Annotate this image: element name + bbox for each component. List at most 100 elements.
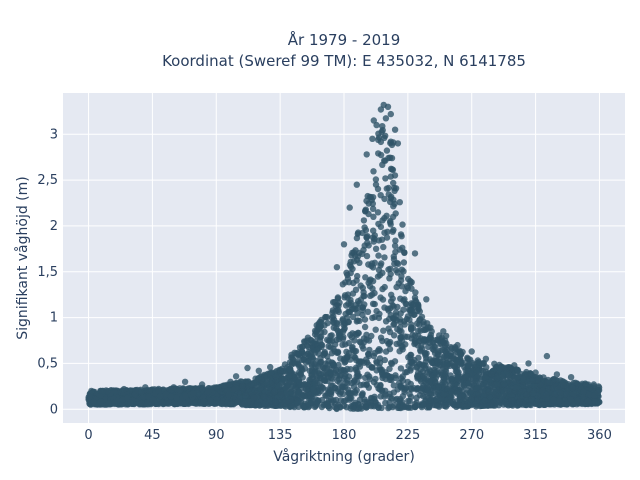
data-point	[354, 310, 361, 317]
data-point	[288, 361, 296, 368]
data-point	[350, 249, 358, 256]
data-point	[485, 388, 493, 396]
data-point	[525, 360, 532, 367]
data-point	[190, 390, 197, 397]
data-point	[193, 385, 200, 393]
data-point	[529, 377, 536, 384]
axis-ticks: 0 45 90 135 180 225 270 315 360 0 0,5 1 1,5 2 2,5 3	[37, 127, 612, 443]
data-point	[363, 331, 370, 338]
y-tick-label: 1	[50, 311, 58, 326]
chart-title-line2: Koordinat (Sweref 99 TM): E 435032, N 61…	[162, 52, 526, 70]
data-point	[173, 394, 180, 402]
data-point	[333, 336, 340, 344]
data-point	[365, 279, 372, 286]
data-point	[283, 390, 290, 397]
data-point	[534, 393, 542, 400]
data-point	[316, 334, 324, 341]
data-point	[347, 258, 354, 266]
data-point	[425, 403, 432, 410]
data-point	[342, 341, 349, 348]
data-point	[492, 391, 499, 398]
data-point	[352, 390, 359, 397]
data-point	[324, 390, 331, 397]
data-point	[289, 402, 297, 410]
data-point	[567, 374, 575, 381]
data-point	[431, 371, 438, 378]
data-point	[330, 345, 337, 352]
data-point	[387, 305, 394, 312]
data-point	[387, 195, 395, 202]
data-point	[383, 147, 391, 154]
x-tick-label: 135	[268, 428, 293, 443]
data-point	[346, 204, 353, 211]
data-point	[514, 367, 521, 374]
data-point	[307, 353, 314, 360]
data-point	[157, 392, 164, 400]
data-point	[346, 308, 353, 315]
data-point	[353, 181, 360, 188]
data-point	[425, 324, 432, 331]
data-point	[574, 380, 581, 387]
data-point	[165, 400, 172, 407]
data-point	[368, 332, 375, 340]
data-point	[426, 339, 433, 347]
scatter-points	[85, 101, 603, 413]
data-point	[407, 325, 415, 333]
data-point	[465, 379, 472, 387]
data-point	[417, 387, 425, 394]
data-point	[420, 336, 427, 344]
data-point	[330, 324, 337, 331]
data-point	[388, 291, 395, 298]
data-point	[371, 235, 378, 243]
data-point	[377, 294, 384, 301]
data-point	[503, 401, 510, 408]
data-point	[405, 404, 412, 411]
data-point	[378, 368, 386, 376]
data-point	[458, 393, 465, 400]
x-tick-label: 45	[144, 428, 161, 443]
data-point	[428, 359, 436, 366]
data-point	[356, 300, 363, 307]
data-point	[239, 382, 246, 389]
data-point	[367, 193, 374, 201]
data-point	[315, 350, 322, 357]
data-point	[371, 289, 378, 297]
data-point	[159, 399, 166, 407]
data-point	[341, 325, 348, 332]
data-point	[334, 377, 341, 384]
data-point	[405, 275, 412, 283]
data-point	[343, 404, 350, 411]
data-point	[295, 378, 303, 385]
data-point	[423, 296, 430, 303]
data-point	[374, 209, 382, 216]
data-point	[272, 399, 279, 406]
data-point	[361, 323, 369, 331]
data-point	[415, 303, 422, 310]
data-point	[384, 228, 391, 235]
data-point	[372, 326, 379, 333]
data-point	[411, 385, 418, 392]
data-point	[399, 221, 406, 228]
data-point	[455, 401, 463, 409]
data-point	[399, 398, 406, 406]
data-point	[354, 372, 362, 380]
data-point	[324, 336, 331, 343]
data-point	[462, 373, 469, 380]
data-point	[221, 382, 228, 389]
data-point	[372, 245, 380, 252]
data-point	[337, 397, 345, 404]
data-point	[514, 374, 521, 381]
data-point	[387, 221, 394, 228]
data-point	[365, 242, 372, 249]
data-point	[503, 386, 510, 393]
data-point	[398, 328, 405, 335]
data-point	[327, 369, 334, 376]
data-point	[198, 381, 206, 388]
data-point	[464, 362, 471, 369]
data-point	[391, 172, 399, 179]
data-point	[365, 200, 372, 207]
data-point	[381, 283, 388, 291]
data-point	[315, 362, 322, 370]
data-point	[363, 234, 371, 241]
data-point	[300, 403, 307, 411]
